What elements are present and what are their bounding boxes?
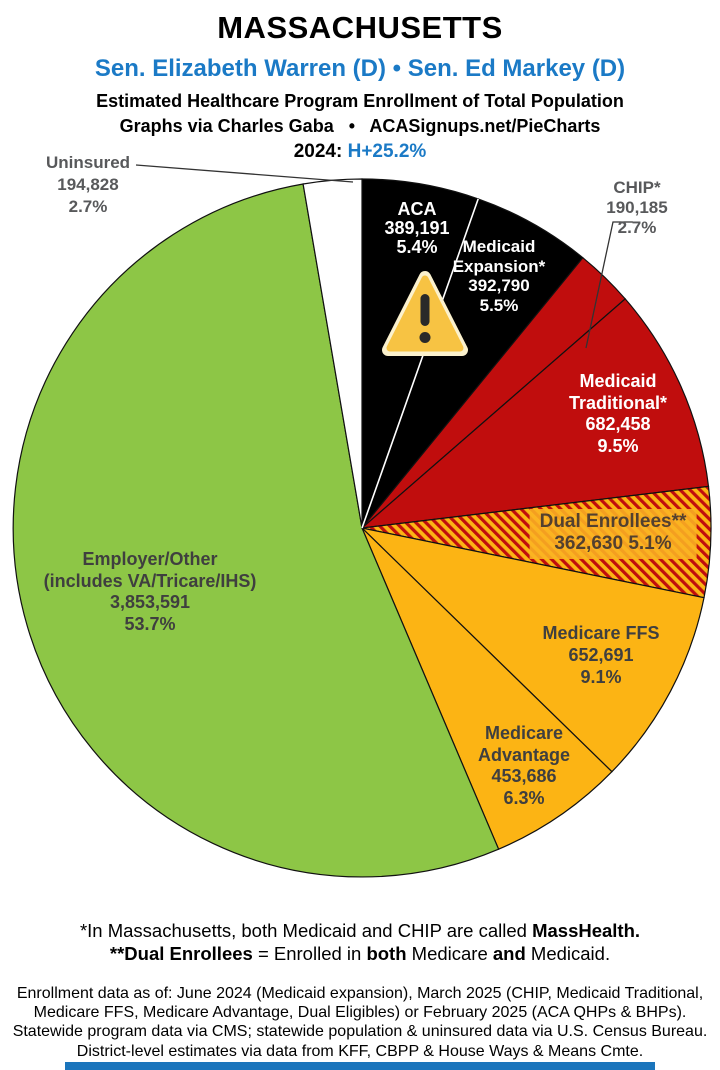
label-medicaid-expansion: Medicaid Expansion* 392,790 5.5% xyxy=(452,237,546,315)
year-line: 2024: H+25.2% xyxy=(0,141,720,163)
pie-slice-medicare-advantage xyxy=(361,527,613,850)
label-medicare-advantage: Medicare Advantage 453,686 6.3% xyxy=(477,723,571,808)
partisan-lean-value: H+25.2% xyxy=(347,141,427,162)
state-title: MASSACHUSETTS xyxy=(217,10,503,45)
source-line: Medicare FFS, Medicare Advantage, Dual E… xyxy=(33,1004,687,1022)
source-line: District-level estimates via data from K… xyxy=(76,1042,644,1060)
subtitle: Estimated Healthcare Program Enrollment … xyxy=(96,91,624,111)
warning-exclamation-dot xyxy=(419,332,431,343)
label-dual-enrollees: Dual Enrollees** 362,630 5.1% xyxy=(529,509,697,559)
chip-leader-line xyxy=(585,221,633,349)
footer-accent-bar xyxy=(65,1062,655,1070)
header: MASSACHUSETTS Sen. Elizabeth Warren (D) … xyxy=(0,10,720,167)
footnote-masshealth: *In Massachusetts, both Medicaid and CHI… xyxy=(79,920,641,941)
footnote-dual-enrollees: **Dual Enrollees = Enrolled in both Medi… xyxy=(109,943,611,964)
footnotes: *In Massachusetts, both Medicaid and CHI… xyxy=(0,919,720,965)
label-chip: CHIP* 190,185 2.7% xyxy=(606,178,668,237)
senators-line: Sen. Elizabeth Warren (D) • Sen. Ed Mark… xyxy=(94,55,626,82)
white-divider xyxy=(361,198,479,529)
uninsured-leader-line xyxy=(135,164,354,183)
credit-line: Graphs via Charles Gaba • ACASignups.net… xyxy=(119,116,601,136)
source-line: Enrollment data as of: June 2024 (Medica… xyxy=(16,985,704,1002)
data-sources-text: Enrollment data as of: June 2024 (Medica… xyxy=(0,984,720,1061)
pie-slice-employer-other xyxy=(12,183,500,878)
label-employer-other: Employer/Other (includes VA/Tricare/IHS) 3… xyxy=(43,549,257,634)
slice-dividers xyxy=(361,198,479,529)
warning-exclamation-bar xyxy=(420,294,430,326)
label-aca: ACA 389,191 5.4% xyxy=(384,199,450,257)
warning-icon xyxy=(382,271,468,356)
source-line: Statewide program data via CMS; statewid… xyxy=(12,1023,708,1041)
label-medicare-ffs: Medicare FFS 652,691 9.1% xyxy=(542,623,660,687)
label-uninsured: Uninsured 194,828 2.7% xyxy=(45,153,131,216)
year-label: 2024: xyxy=(293,141,343,162)
pie-slice-medicare-ffs xyxy=(360,527,705,773)
leader-lines xyxy=(135,164,633,349)
pie-slice-medicaid-traditional xyxy=(360,298,710,529)
label-medicaid-traditional: Medicaid Traditional* 682,458 9.5% xyxy=(568,371,667,456)
